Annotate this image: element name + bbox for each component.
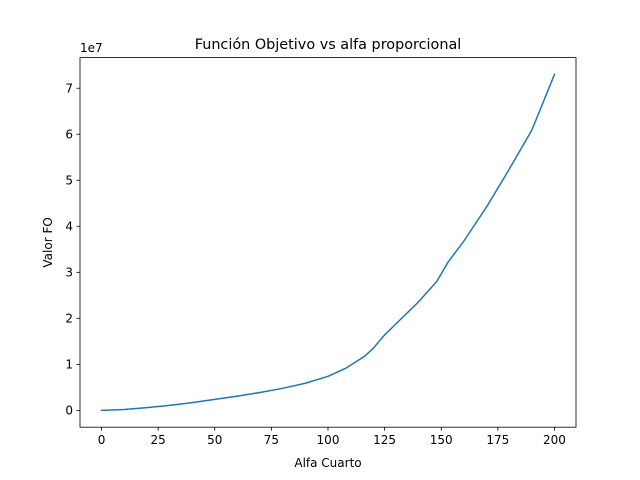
x-tick-label: 150 [430,433,453,447]
y-tick-label: 2 [65,312,73,326]
x-tick-label: 125 [373,433,396,447]
x-tick-label: 75 [264,433,279,447]
x-tick-label: 175 [486,433,509,447]
y-tick-label: 1 [65,358,73,372]
y-tick-label: 7 [65,82,73,96]
x-tick-label: 25 [150,433,165,447]
series-layer [100,73,556,412]
x-tick-label: 200 [543,433,566,447]
y-axis-label: Valor FO [41,217,55,267]
x-tick-label: 100 [317,433,340,447]
chart-title: Función Objetivo vs alfa proporcional [195,37,462,53]
y-axis-offset-label: 1e7 [80,41,103,55]
y-axis-ticks: 0 1 2 3 4 5 6 7 [65,82,80,418]
y-tick-label: 6 [65,128,73,142]
y-tick-label: 3 [65,266,73,280]
x-axis-label: Alfa Cuarto [294,456,361,470]
series-line-0 [100,73,556,412]
y-tick-label: 0 [65,404,73,418]
y-tick-label: 4 [65,220,73,234]
x-axis-ticks: 0 25 50 75 100 125 150 175 200 [98,427,566,447]
x-tick-label: 50 [207,433,222,447]
y-tick-label: 5 [65,174,73,188]
plot-area [80,57,576,428]
x-tick-label: 0 [98,433,106,447]
